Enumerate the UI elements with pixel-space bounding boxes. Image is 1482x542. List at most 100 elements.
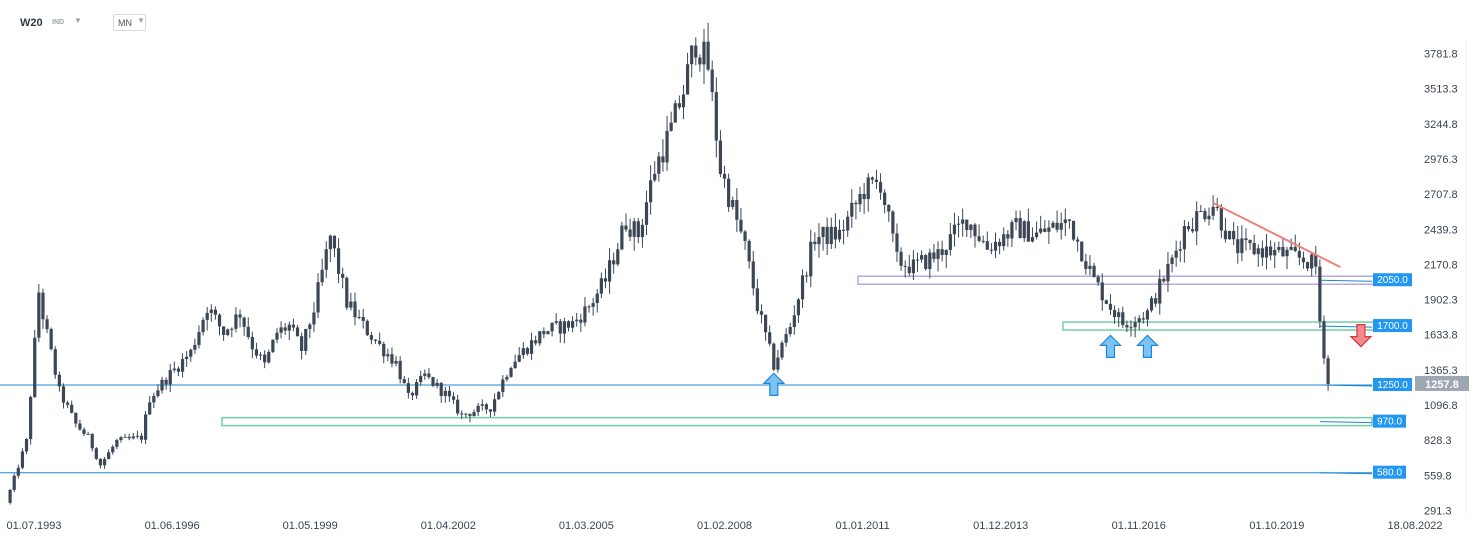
- timeframe-selector[interactable]: MN ▼: [113, 14, 146, 31]
- candle-body: [1203, 211, 1207, 220]
- x-axis: 01.07.1993 01.06.1996 01.05.1999 01.04.2002…: [6, 520, 1442, 532]
- candle-body: [1104, 300, 1108, 304]
- candle-body: [460, 413, 464, 415]
- candle-body: [152, 395, 156, 403]
- candle-body: [1285, 249, 1289, 257]
- arrow-up-icon: [1135, 334, 1159, 358]
- y-tick-label: 3513.3: [1424, 84, 1458, 96]
- candle-body: [956, 223, 961, 225]
- candle-body: [357, 317, 361, 319]
- candle-body: [201, 319, 205, 333]
- y-tick-label: 2976.3: [1424, 154, 1458, 166]
- candle-body: [1137, 318, 1141, 323]
- candle-body: [1301, 257, 1306, 263]
- candle-body: [205, 312, 209, 320]
- candle-body: [456, 399, 460, 414]
- candle-body: [135, 435, 139, 437]
- candle-body: [665, 130, 669, 163]
- candle-body: [998, 241, 1002, 247]
- candle-body: [571, 321, 575, 328]
- candle-body: [911, 259, 915, 274]
- chart-toolbar: W20 IND ▼ MN ▼: [0, 0, 1482, 40]
- candle-body: [1034, 232, 1039, 238]
- candle-body: [862, 193, 866, 200]
- candle-body: [1219, 208, 1223, 231]
- y-tick-label: 1902.3: [1424, 295, 1458, 307]
- x-tick-label: 18.08.2022: [1387, 520, 1442, 532]
- candle-body: [952, 224, 957, 235]
- candle-body: [398, 360, 402, 380]
- candle-body: [1117, 312, 1121, 318]
- exchange-label: IND: [52, 19, 65, 26]
- candle-body: [320, 269, 324, 283]
- y-tick-label: 1096.8: [1424, 400, 1458, 412]
- candle-body: [566, 321, 571, 328]
- candle-body: [328, 235, 332, 250]
- candle-body: [1166, 263, 1170, 282]
- level-zone[interactable]: [221, 416, 1373, 427]
- candle-body: [813, 241, 817, 245]
- candle-body: [1207, 215, 1211, 220]
- candle-body: [57, 374, 61, 387]
- level-label-box: [1373, 319, 1412, 333]
- candle-body: [37, 292, 41, 338]
- candle-body: [94, 448, 98, 459]
- x-tick-label: 01.04.2002: [421, 520, 476, 532]
- candle-body: [127, 436, 131, 439]
- candle-body: [365, 320, 369, 336]
- candle-body: [1084, 261, 1088, 269]
- candle-body: [907, 266, 911, 274]
- candle-body: [1190, 229, 1195, 232]
- x-tick-label: 01.01.2011: [835, 520, 889, 532]
- trendline[interactable]: [1212, 202, 1341, 269]
- y-axis: 3781.8 3513.3 3244.8 2976.3 2707.8 2439.3 2170…: [1424, 49, 1458, 518]
- candle-body: [780, 342, 784, 358]
- candle-body: [1326, 358, 1330, 384]
- candle-body: [965, 219, 969, 230]
- candle-body: [148, 402, 152, 415]
- candle-body: [435, 382, 439, 386]
- candle-body: [213, 309, 217, 315]
- candle-body: [788, 327, 792, 334]
- level-label-text: 970.0: [1377, 417, 1402, 428]
- candle-body: [246, 326, 250, 337]
- candle-body: [607, 260, 612, 282]
- candle-body: [558, 321, 562, 334]
- candle-body: [1092, 265, 1096, 277]
- candle-body: [796, 299, 801, 316]
- level-connector: [1319, 384, 1373, 387]
- y-tick-label: 3244.8: [1424, 119, 1458, 131]
- candle-body: [431, 377, 435, 386]
- candle-body: [78, 423, 82, 430]
- candle-body: [505, 376, 509, 380]
- candle-body: [1158, 278, 1162, 304]
- candle-body: [1199, 211, 1203, 213]
- symbol-dropdown-icon[interactable]: ▼: [74, 16, 82, 25]
- trendlines: [1212, 202, 1341, 269]
- candle-body: [497, 392, 501, 400]
- candle-body: [817, 237, 821, 245]
- arrow-up-icon: [762, 372, 786, 396]
- candle-body: [685, 64, 690, 95]
- candle-body: [800, 275, 805, 300]
- y-tick-label: 291.3: [1424, 506, 1452, 518]
- candle-body: [739, 219, 743, 232]
- candle-body: [65, 402, 70, 405]
- candle-body: [1244, 238, 1248, 241]
- candle-body: [324, 249, 328, 270]
- candle-body: [180, 359, 185, 372]
- candle-body: [763, 314, 768, 333]
- candle-body: [345, 277, 349, 308]
- candle-body: [928, 252, 932, 269]
- candle-body: [727, 178, 731, 207]
- candle-body: [1112, 309, 1117, 318]
- y-tick-label: 3781.8: [1424, 49, 1458, 61]
- candle-body: [550, 322, 554, 332]
- symbol-label[interactable]: W20: [20, 17, 43, 29]
- candle-body: [1186, 226, 1191, 230]
- candle-body: [139, 435, 144, 440]
- candle-body: [599, 278, 603, 294]
- candle-body: [501, 379, 505, 393]
- level-zone[interactable]: [857, 275, 1383, 285]
